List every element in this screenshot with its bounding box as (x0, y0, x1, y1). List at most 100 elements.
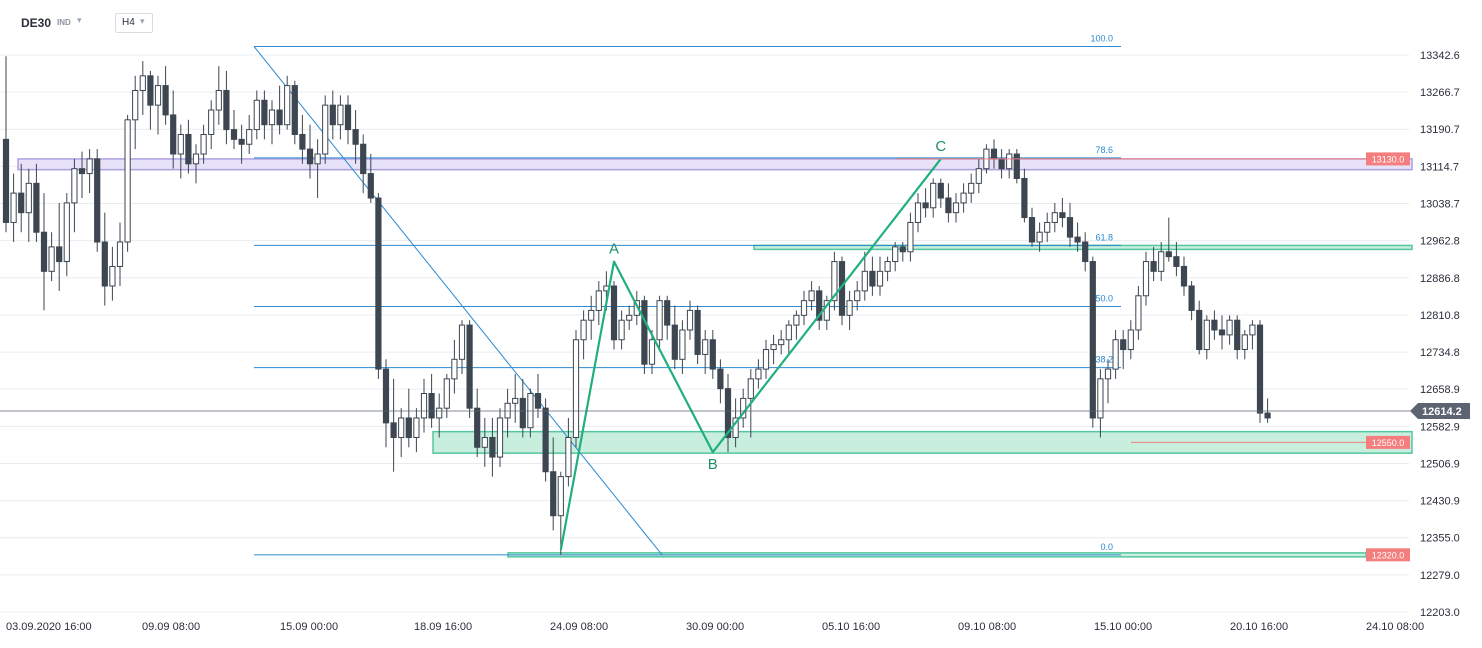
x-axis-tick-label: 24.09 08:00 (550, 621, 608, 633)
fib-level-label: 0.0 (1100, 542, 1113, 552)
candle-body (998, 158, 1005, 170)
candles (2, 56, 1271, 555)
timeframe-label: H4 (122, 17, 135, 28)
candle-body (124, 119, 131, 243)
candle-body (1006, 153, 1013, 170)
candle-body (922, 202, 929, 209)
x-axis-tick-label: 15.10 00:00 (1094, 621, 1152, 633)
candle-body (930, 182, 937, 209)
candle-body (132, 89, 139, 121)
candle-body (78, 168, 86, 175)
candle-body (192, 153, 200, 165)
candle-body (1044, 221, 1051, 233)
candle-body (1241, 334, 1248, 351)
candle-body (170, 114, 177, 155)
candle-body (1028, 217, 1036, 243)
candle-body (1256, 324, 1264, 414)
candle-body (1142, 261, 1150, 297)
candle-body (208, 109, 215, 135)
candle-body (588, 309, 595, 321)
fib-level-label: 100.0 (1090, 33, 1113, 43)
candle-body (436, 407, 443, 419)
timeframe-select[interactable]: H4 ▾ (115, 13, 153, 33)
fib-level-label: 78.6 (1095, 145, 1113, 155)
symbol-name[interactable]: DE30 (21, 16, 52, 30)
candle-body (762, 349, 770, 370)
candle-body (40, 231, 48, 272)
chevron-down-icon: ▾ (140, 16, 145, 26)
candle-body (610, 285, 618, 341)
y-axis-tick-label: 13342.6 (1420, 50, 1460, 62)
fibonacci-retracement: 100.0 78.6 61.8 50.0 38.2 0.0 (253, 33, 1121, 556)
candle-body (1112, 339, 1119, 370)
abc-pattern-line (559, 158, 942, 551)
candle-body (1059, 212, 1066, 219)
candle-body (770, 344, 777, 351)
candle-body (565, 437, 572, 478)
candle-body (116, 241, 124, 267)
candle-body (884, 261, 891, 272)
candle-body (702, 339, 709, 355)
candle-body (33, 182, 40, 233)
fib-level-label: 61.8 (1095, 232, 1113, 242)
price-level-tag (1366, 152, 1410, 166)
candle-body (800, 300, 808, 316)
candle-body (451, 358, 458, 380)
candle-body (1127, 329, 1134, 351)
candle-body (147, 75, 154, 106)
candle-body (975, 168, 982, 184)
fib-level-label: 50.0 (1095, 294, 1113, 304)
candle-body (892, 246, 899, 263)
candle-body (367, 173, 374, 199)
candle-body (990, 148, 998, 160)
candle-body (398, 417, 405, 439)
candle-body (481, 437, 488, 448)
candle-body (755, 368, 762, 380)
candle-body (405, 417, 412, 439)
candle-body (261, 99, 268, 126)
chart-header: DE30 IND ▾ H4 ▾ (0, 0, 400, 44)
y-axis-tick-label: 12506.9 (1420, 458, 1460, 470)
candle-body (724, 388, 732, 439)
x-axis-tick-label: 09.10 08:00 (958, 621, 1016, 633)
candle-body (109, 265, 116, 287)
x-axis-tick-label: 18.09 16:00 (414, 621, 472, 633)
candle-body (1165, 251, 1172, 258)
y-axis-tick-label: 12582.9 (1420, 421, 1460, 433)
chevron-down-icon[interactable]: ▾ (77, 15, 82, 25)
y-axis-tick-label: 12658.9 (1420, 384, 1460, 396)
candle-body (580, 319, 587, 341)
candle-body (246, 129, 253, 145)
candle-body (443, 378, 450, 409)
x-axis-tick-label: 09.09 08:00 (142, 621, 200, 633)
y-axis-tick-label: 13114.7 (1420, 161, 1459, 173)
candle-body (314, 153, 321, 165)
candle-body (344, 104, 352, 131)
candle-body (1211, 319, 1218, 331)
zone-resistance (17, 158, 1413, 171)
candle-body (48, 246, 55, 272)
candle-body (2, 138, 10, 223)
candle-body (808, 290, 815, 302)
candle-body (63, 202, 70, 263)
candle-body (25, 182, 32, 214)
candle-body (1082, 241, 1089, 263)
candle-body (223, 89, 230, 131)
candle-body (519, 397, 526, 429)
candle-body (352, 129, 359, 145)
x-axis-tick-label: 03.09.2020 16:00 (6, 621, 92, 633)
candle-body (154, 85, 162, 106)
candle-body (177, 133, 184, 155)
candle-body (1180, 265, 1188, 287)
candle-body (816, 290, 823, 321)
candle-body (1013, 153, 1020, 179)
x-axis-tick-label: 24.10 08:00 (1366, 621, 1424, 633)
candle-body (618, 319, 625, 341)
y-axis-tick-label: 13190.7 (1420, 124, 1460, 136)
candle-body (1234, 319, 1241, 351)
candle-body (717, 368, 724, 390)
candle-body (1249, 324, 1256, 336)
candle-body (253, 99, 260, 131)
